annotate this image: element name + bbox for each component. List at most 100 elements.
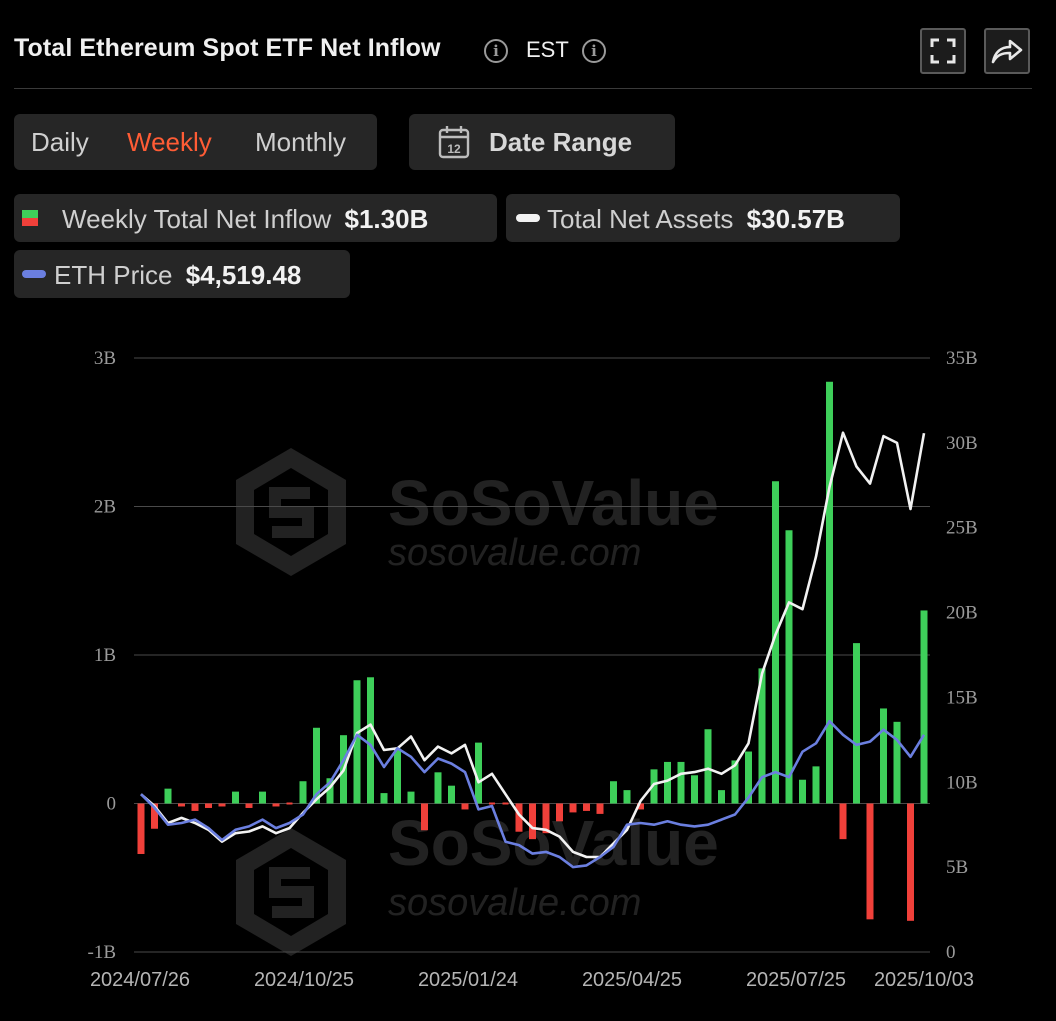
inflow-bar[interactable] <box>907 803 914 921</box>
inflow-bar[interactable] <box>893 721 901 804</box>
inflow-bar[interactable] <box>164 788 172 804</box>
watermark: SoSoValue sosovalue.com SoSoValue sosova… <box>236 448 719 956</box>
timezone-info-icon[interactable]: i <box>582 39 606 63</box>
timezone-label: EST <box>526 37 569 62</box>
right-tick-label: 0 <box>946 942 956 963</box>
inflow-bar[interactable] <box>623 790 631 804</box>
inflow-bar[interactable] <box>245 803 253 808</box>
inflow-bar[interactable] <box>772 481 779 804</box>
inflow-bar[interactable] <box>191 803 199 811</box>
inflow-bar[interactable] <box>610 781 617 804</box>
inflow-bar[interactable] <box>515 803 523 832</box>
inflow-bar[interactable] <box>880 708 887 804</box>
inflow-bar[interactable] <box>205 803 212 808</box>
inflow-bar[interactable] <box>326 778 334 804</box>
legend-assets[interactable]: Total Net Assets $30.57B <box>506 194 900 242</box>
inflow-bar[interactable] <box>812 766 820 804</box>
left-tick-label: -1B <box>88 942 117 963</box>
left-tick-label: 0 <box>107 794 117 815</box>
tab-daily[interactable]: Daily <box>31 127 89 157</box>
left-tick-label: 3B <box>94 348 116 369</box>
assets-swatch-icon <box>516 214 540 222</box>
inflow-bar[interactable] <box>677 761 685 804</box>
inflow-bar[interactable] <box>758 668 766 804</box>
inflow-bar[interactable] <box>313 727 320 804</box>
inflow-bar[interactable] <box>299 781 307 804</box>
inflow-bar[interactable] <box>448 785 455 804</box>
inflow-bar[interactable] <box>826 381 833 804</box>
inflow-bar[interactable] <box>394 748 401 804</box>
legend-inflow-value: $1.30B <box>344 204 429 234</box>
watermark-url: sosovalue.com <box>388 532 641 574</box>
date-range-button[interactable]: 12 Date Range <box>409 114 675 170</box>
inflow-bar[interactable] <box>259 791 266 804</box>
inflow-bar[interactable] <box>137 803 145 854</box>
inflow-bar[interactable] <box>407 791 415 804</box>
inflow-bar[interactable] <box>569 803 577 813</box>
inflow-bar[interactable] <box>664 761 671 804</box>
info-icon[interactable]: i <box>484 39 508 63</box>
inflow-bar[interactable] <box>529 803 536 840</box>
inflow-bar[interactable] <box>637 803 644 810</box>
inflow-bar[interactable] <box>745 751 752 804</box>
left-tick-label: 1B <box>94 645 116 666</box>
legend-price-label: ETH Price <box>54 260 173 290</box>
inflow-bar[interactable] <box>853 643 860 804</box>
inflow-bar[interactable] <box>650 769 658 804</box>
inflow-bar[interactable] <box>353 680 361 804</box>
inflow-bar[interactable] <box>286 802 293 805</box>
right-tick-label: 35B <box>946 348 978 369</box>
inflow-bar[interactable] <box>178 803 185 807</box>
tab-weekly[interactable]: Weekly <box>127 127 212 157</box>
legend-inflow[interactable]: Weekly Total Net Inflow $1.30B <box>14 194 497 242</box>
inflow-bar[interactable] <box>866 803 874 920</box>
inflow-bar[interactable] <box>421 803 428 831</box>
x-tick-label: 2025/07/25 <box>746 969 846 991</box>
chart-svg: SoSoValue sosovalue.com SoSoValue sosova… <box>88 348 978 991</box>
watermark-brand: SoSoValue <box>388 467 719 539</box>
inflow-bar[interactable] <box>218 803 226 807</box>
inflow-bar[interactable] <box>799 779 806 804</box>
inflow-bar[interactable] <box>232 791 239 804</box>
x-tick-label: 2024/07/26 <box>90 969 190 991</box>
header-divider <box>14 88 1032 89</box>
right-tick-label: 20B <box>946 603 978 624</box>
watermark-brand: SoSoValue <box>388 807 719 879</box>
inflow-bar[interactable] <box>489 802 495 805</box>
share-button[interactable] <box>984 28 1030 74</box>
inflow-bar[interactable] <box>475 742 482 804</box>
inflow-bar[interactable] <box>380 793 388 804</box>
date-range-label: Date Range <box>489 127 633 157</box>
inflow-bar[interactable] <box>691 775 698 804</box>
inflow-bar[interactable] <box>461 803 469 810</box>
inflow-bar[interactable] <box>731 760 739 804</box>
right-tick-label: 30B <box>946 433 978 454</box>
inflow-bar[interactable] <box>272 803 280 807</box>
tab-monthly[interactable]: Monthly <box>255 127 347 157</box>
fullscreen-button[interactable] <box>920 28 966 74</box>
legend-inflow-label: Weekly Total Net Inflow <box>62 204 332 234</box>
inflow-bar[interactable] <box>556 803 563 822</box>
inflow-bar[interactable] <box>718 790 725 804</box>
header: Total Ethereum Spot ETF Net Inflow i EST… <box>14 28 1032 74</box>
inflow-bar[interactable] <box>704 729 712 804</box>
eth-price-line[interactable] <box>140 719 926 869</box>
inflow-bar[interactable] <box>502 802 509 805</box>
inflow-bar[interactable] <box>785 530 793 804</box>
inflow-bar[interactable] <box>920 610 928 804</box>
inflow-bar[interactable] <box>583 803 590 811</box>
inflow-bar[interactable] <box>596 803 604 814</box>
calendar-day: 12 <box>447 142 461 156</box>
inflow-bar[interactable] <box>367 677 374 804</box>
watermark-url: sosovalue.com <box>388 882 641 924</box>
inflow-bar[interactable] <box>542 803 550 834</box>
total-net-assets-line[interactable] <box>140 431 926 859</box>
legend-assets-label: Total Net Assets <box>547 204 734 234</box>
inflow-bar[interactable] <box>434 772 442 804</box>
x-tick-label: 2025/04/25 <box>582 969 682 991</box>
inflow-bar[interactable] <box>839 803 847 840</box>
legend-price[interactable]: ETH Price $4,519.48 <box>14 250 350 298</box>
page-title: Total Ethereum Spot ETF Net Inflow <box>14 34 441 62</box>
inflow-bar[interactable] <box>151 803 158 829</box>
right-tick-label: 15B <box>946 687 978 708</box>
